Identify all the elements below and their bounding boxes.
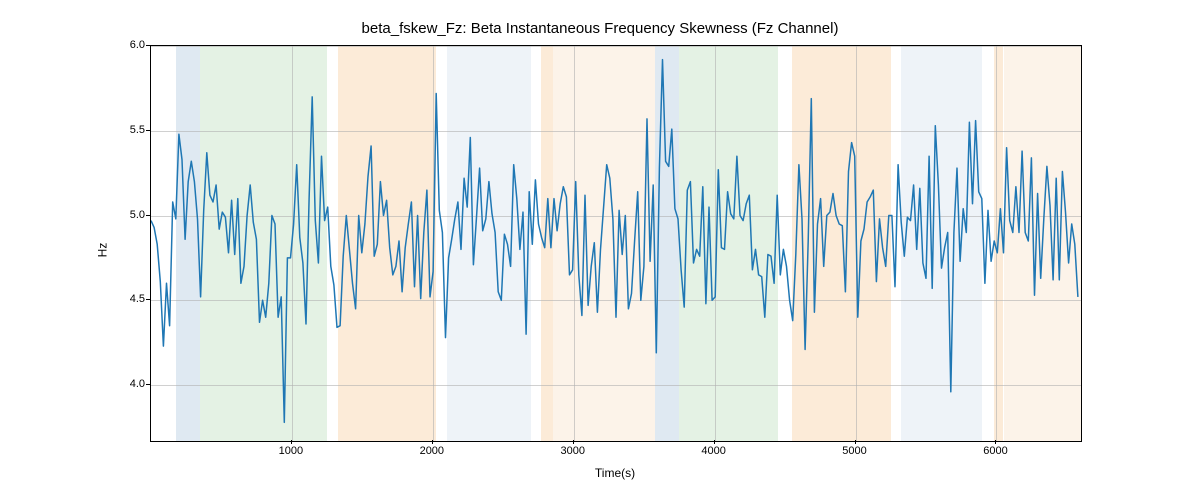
y-tick-label: 4.0: [130, 378, 145, 390]
y-axis-label: Hz: [95, 243, 109, 258]
x-tick-mark: [291, 440, 292, 444]
x-tick-label: 6000: [983, 445, 1007, 457]
x-tick-label: 2000: [420, 445, 444, 457]
x-tick-label: 5000: [842, 445, 866, 457]
x-tick-label: 1000: [279, 445, 303, 457]
x-tick-mark: [573, 440, 574, 444]
x-tick-label: 3000: [560, 445, 584, 457]
x-tick-mark: [855, 440, 856, 444]
y-tick-mark: [146, 45, 150, 46]
y-tick-mark: [146, 299, 150, 300]
figure: beta_fskew_Fz: Beta Instantaneous Freque…: [0, 0, 1200, 500]
x-tick-label: 4000: [701, 445, 725, 457]
x-tick-mark: [995, 440, 996, 444]
y-tick-mark: [146, 215, 150, 216]
x-tick-mark: [432, 440, 433, 444]
y-tick-label: 5.5: [130, 124, 145, 136]
x-axis-label: Time(s): [150, 466, 1080, 480]
chart-title: beta_fskew_Fz: Beta Instantaneous Freque…: [0, 20, 1200, 37]
y-tick-label: 6.0: [130, 39, 145, 51]
y-tick-label: 4.5: [130, 293, 145, 305]
x-tick-mark: [714, 440, 715, 444]
plot-area: [150, 45, 1082, 442]
y-tick-mark: [146, 384, 150, 385]
series-line: [151, 46, 1081, 441]
y-tick-label: 5.0: [130, 209, 145, 221]
y-tick-mark: [146, 130, 150, 131]
